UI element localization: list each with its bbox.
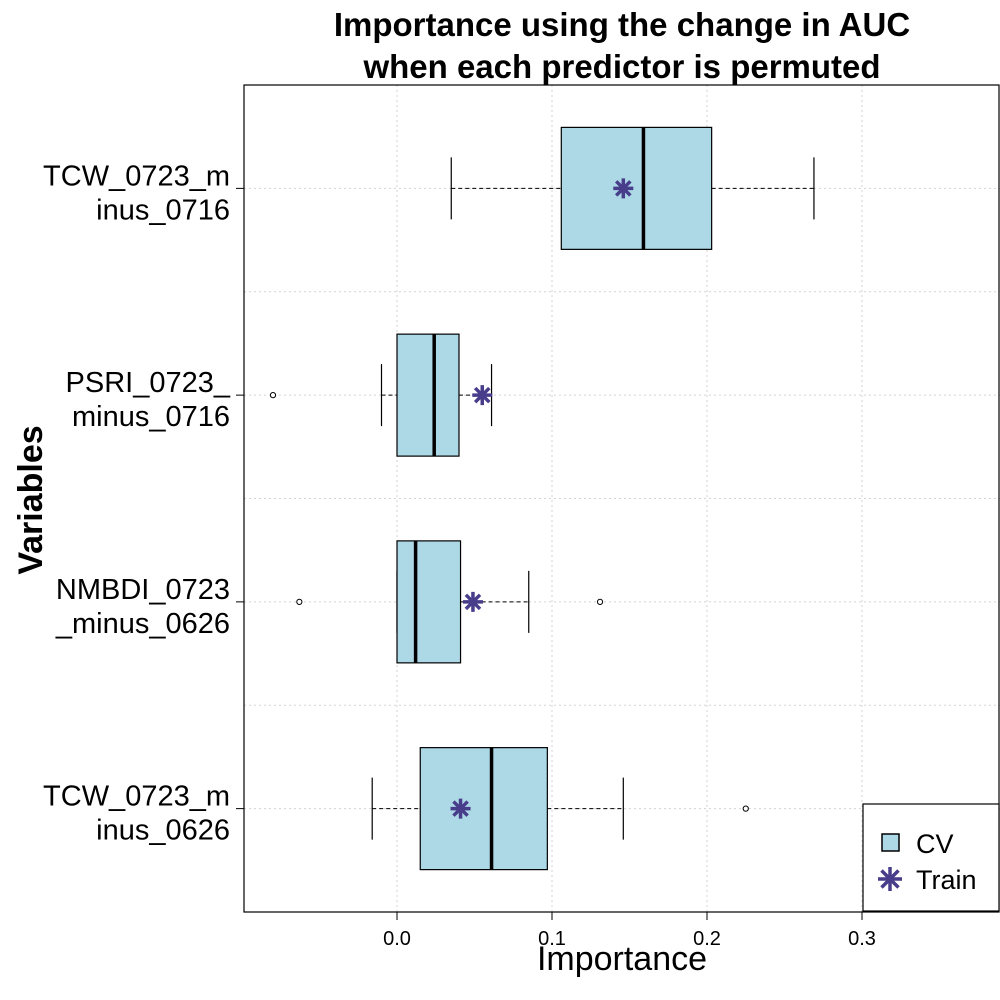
legend-box xyxy=(862,803,1000,912)
legend-cv-swatch xyxy=(881,833,900,852)
category-label-line: NMBDI_0723 xyxy=(56,574,230,606)
category-label-line: _minus_0626 xyxy=(55,608,230,640)
category-label: TCW_0723_m inus_0716 xyxy=(43,160,230,226)
outlier-point xyxy=(742,805,749,812)
x-tick-label: 0.0 xyxy=(383,928,411,950)
y-axis-title: Variables xyxy=(12,425,50,574)
x-tick-label: 0.1 xyxy=(538,928,566,950)
train-marker-stroke xyxy=(464,593,482,611)
train-marker xyxy=(462,591,483,612)
legend-cv-label: CV xyxy=(916,829,954,859)
outlier-point xyxy=(596,598,604,605)
train-marker xyxy=(613,178,634,199)
box xyxy=(560,126,713,250)
category-label-line: TCW_0723_m xyxy=(43,781,230,813)
box xyxy=(396,333,460,457)
legend-train-swatch xyxy=(878,867,902,891)
plot-border xyxy=(243,84,1000,913)
outlier-point xyxy=(269,392,277,399)
chart-title-line: when each predictor is permuted xyxy=(362,48,880,85)
chart-title-line: Importance using the change in AUC xyxy=(334,6,910,43)
x-tick-label: 0.3 xyxy=(848,928,876,950)
outlier-point xyxy=(296,598,303,605)
legend-train-swatch-stroke xyxy=(880,869,900,889)
category-label-line: TCW_0723_m xyxy=(43,160,230,192)
box-group xyxy=(296,540,604,664)
legend: CV Train xyxy=(862,803,1000,912)
train-marker-stroke xyxy=(614,180,632,197)
box-group xyxy=(371,747,749,871)
category-label-line: inus_0626 xyxy=(96,815,230,847)
box-group xyxy=(269,333,493,457)
train-marker xyxy=(472,385,493,406)
box xyxy=(419,747,548,871)
category-label-line: inus_0716 xyxy=(96,194,230,226)
train-marker-stroke xyxy=(473,386,491,404)
train-marker-stroke xyxy=(452,800,469,817)
category-label-line: PSRI_0723_ xyxy=(66,367,231,399)
box xyxy=(396,540,462,664)
chart-title: Importance using the change in AUC when e… xyxy=(334,6,910,85)
category-label: TCW_0723_m inus_0626 xyxy=(43,781,230,847)
category-label-line: minus_0716 xyxy=(72,401,230,433)
category-label: NMBDI_0723 _minus_0626 xyxy=(55,574,230,640)
x-axis-title: Importance xyxy=(537,940,707,978)
category-label: PSRI_0723_ minus_0716 xyxy=(66,367,231,433)
legend-train-label: Train xyxy=(916,865,977,895)
train-marker xyxy=(450,798,471,819)
x-tick-label: 0.2 xyxy=(693,928,721,950)
box-group xyxy=(450,126,815,250)
